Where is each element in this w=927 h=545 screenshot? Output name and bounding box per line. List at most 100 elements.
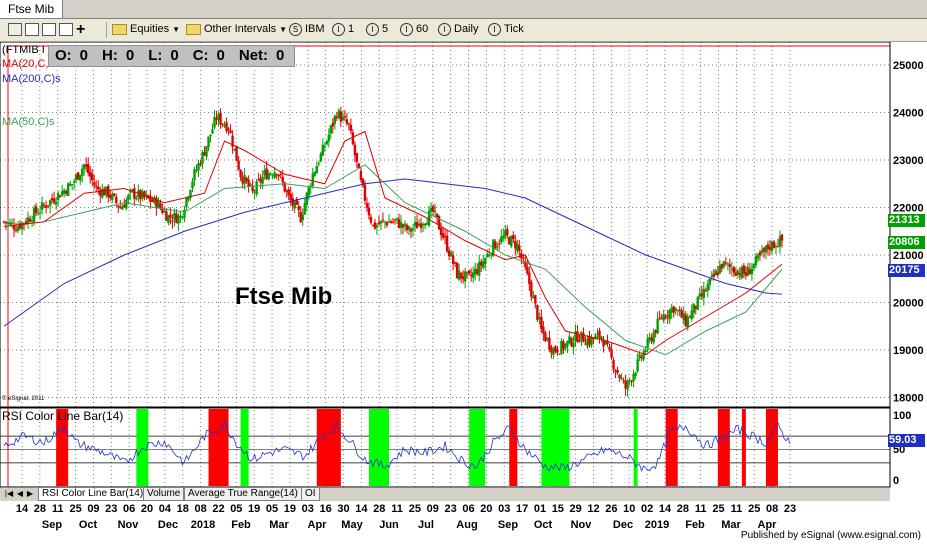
month-tick-label: 2018	[191, 519, 215, 531]
candle-down	[389, 221, 393, 223]
candle-up	[736, 270, 740, 275]
candle-down	[241, 176, 244, 184]
candle-down	[610, 349, 613, 358]
day-tick-label: 23	[445, 503, 457, 515]
candle-up	[752, 263, 756, 269]
day-tick-label: 15	[552, 503, 564, 515]
candle-down	[349, 124, 353, 132]
properties-icon[interactable]	[59, 23, 73, 36]
candle-up	[197, 163, 200, 171]
candle-up	[682, 313, 685, 321]
candle-up	[111, 193, 114, 200]
candle-down	[369, 216, 373, 223]
candle-down	[239, 169, 242, 178]
candle-down	[748, 269, 752, 275]
interval-5-button[interactable]: I 5	[366, 21, 388, 38]
interval-60-button[interactable]: I 60	[400, 21, 428, 38]
candle-up	[626, 380, 629, 390]
rsi-tick-label: 50	[893, 444, 905, 456]
interval-daily-button[interactable]: I Daily	[438, 21, 478, 38]
month-tick-label: Jun	[379, 519, 399, 531]
candle-down	[385, 222, 389, 226]
candle-down	[780, 234, 784, 241]
chart-icon[interactable]	[8, 23, 22, 36]
candle-up	[686, 316, 689, 328]
month-tick-label: Feb	[685, 519, 705, 531]
price-chart[interactable]: 2500024000230002200021000200001900018000…	[0, 42, 927, 545]
day-tick-label: 08	[766, 503, 778, 515]
ma50-legend: MA(50,C)s	[2, 116, 55, 128]
candle-down	[441, 233, 445, 238]
ma200-price-tag: 20175	[888, 264, 925, 277]
link-icon[interactable]	[25, 23, 39, 36]
candle-up	[634, 372, 637, 376]
candle-up	[604, 340, 607, 345]
candle-down	[582, 333, 585, 343]
add-icon[interactable]: +	[76, 21, 86, 38]
day-tick-label: 28	[677, 503, 689, 515]
low-label: L:	[148, 47, 163, 64]
day-tick-label: 06	[123, 503, 135, 515]
candle-up	[710, 275, 714, 277]
candle-down	[704, 290, 707, 292]
candle-down	[133, 188, 136, 199]
candle-down	[97, 186, 100, 190]
interval-1-button[interactable]: I 1	[332, 21, 354, 38]
month-tick-label: Nov	[118, 519, 140, 531]
candle-down	[279, 173, 282, 175]
candle-up	[38, 211, 42, 213]
candle-up	[740, 267, 744, 278]
copy-icon[interactable]	[42, 23, 56, 36]
candle-up	[179, 215, 182, 218]
candle-up	[486, 253, 489, 258]
candle-down	[245, 177, 248, 182]
window-tab[interactable]: Ftse Mib	[0, 0, 64, 18]
next-tab-button[interactable]: ▶	[26, 489, 34, 498]
day-tick-label: 11	[731, 503, 743, 515]
candle-up	[726, 263, 730, 265]
candle-up	[403, 223, 407, 226]
candle-down	[494, 241, 497, 249]
candle-up	[750, 268, 754, 275]
candle-up	[379, 220, 383, 224]
candle-down	[664, 316, 667, 318]
intervals-dropdown[interactable]: Other Intervals ▼	[186, 21, 287, 38]
interval-tick-button[interactable]: I Tick	[488, 21, 524, 38]
candle-down	[161, 207, 164, 214]
chart-title: Ftse Mib	[235, 283, 333, 310]
price-tick-label: 21000	[893, 250, 924, 262]
tab-volume[interactable]: Volume	[143, 488, 185, 501]
month-tick-label: Jul	[418, 519, 434, 531]
candle-down	[355, 152, 359, 162]
ma200-legend: MA(200,C)s	[2, 73, 61, 85]
day-tick-label: 09	[87, 503, 99, 515]
interval-circle-icon: I	[366, 23, 379, 36]
tab-atr[interactable]: Average True Range(14)	[184, 488, 302, 501]
candle-up	[387, 221, 391, 223]
candle-down	[716, 272, 720, 275]
candle-up	[183, 209, 186, 219]
candle-down	[658, 317, 661, 319]
tab-rsi[interactable]: RSI Color Line Bar(14)	[38, 488, 148, 501]
first-tab-button[interactable]: |◀	[4, 489, 14, 498]
candle-up	[478, 261, 481, 276]
day-tick-label: 14	[659, 503, 672, 515]
candle-up	[502, 235, 505, 239]
symbol-button[interactable]: S IBM	[289, 21, 325, 38]
candle-up	[568, 336, 571, 343]
candle-up	[267, 173, 270, 180]
candle-up	[213, 117, 216, 128]
candle-up	[646, 338, 649, 348]
candle-up	[325, 141, 329, 145]
interval-1-label: 1	[348, 23, 355, 35]
equities-dropdown[interactable]: Equities ▼	[112, 21, 180, 38]
month-tick-label: Oct	[79, 519, 98, 531]
tab-oi[interactable]: OI	[301, 488, 320, 501]
last-price-tag: 21313	[888, 214, 925, 227]
candle-up	[395, 217, 399, 220]
candle-down	[618, 374, 621, 379]
candle-down	[435, 213, 439, 218]
day-tick-label: 14	[16, 503, 29, 515]
candle-down	[524, 261, 527, 268]
prev-tab-button[interactable]: ◀	[16, 489, 24, 498]
